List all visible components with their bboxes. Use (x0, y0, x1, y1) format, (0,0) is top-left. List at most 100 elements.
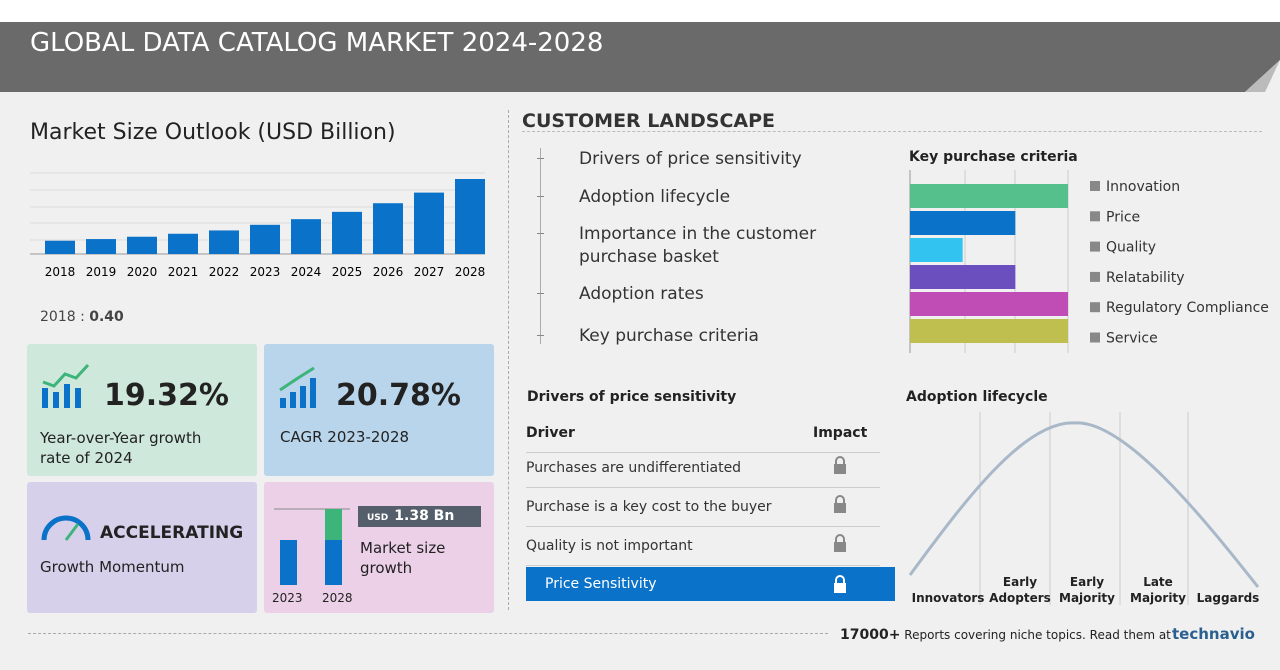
bullet (537, 293, 544, 294)
market-chart: 2018 2019 2020 2021 2022 2023 2024 2025 2026 2027… (30, 172, 486, 279)
growth-icon (274, 508, 350, 585)
x-tick-label: 2023 (250, 265, 281, 279)
bar (250, 224, 280, 254)
stage-label: Late Majority (1130, 575, 1186, 605)
bar (209, 230, 239, 254)
momentum-label: Growth Momentum (40, 558, 185, 576)
bar (910, 184, 1068, 208)
lock-shackle (835, 456, 845, 464)
landscape-item: Drivers of price sensitivity (579, 149, 802, 169)
bar (910, 265, 1016, 289)
growth-year: 2028 (322, 591, 353, 605)
cagr-label: CAGR 2023-2028 (280, 428, 410, 446)
stage-label: Laggards (1196, 591, 1260, 605)
legend-swatch (1090, 211, 1100, 222)
bar (910, 238, 963, 262)
page-curl (1245, 60, 1280, 92)
lock-icon (834, 575, 846, 593)
cagr-value: 20.78% (336, 378, 461, 413)
bullet (537, 335, 544, 336)
lock-icon (834, 456, 846, 474)
top-strip (0, 0, 1280, 22)
lock-shackle (835, 534, 845, 542)
stage-label: Early Adopters (989, 575, 1051, 605)
bar (86, 239, 116, 254)
footer-count: 17000+ (840, 627, 901, 643)
momentum-card (27, 482, 257, 613)
x-tick-label: 2022 (209, 265, 240, 279)
bar (45, 240, 75, 254)
header-cell: Driver (526, 425, 575, 441)
bullet (537, 196, 544, 197)
base-value: 0.40 (89, 309, 124, 325)
legend-swatch (1090, 181, 1100, 191)
brand: technavio (1172, 625, 1255, 643)
x-tick-label: 2020 (127, 265, 158, 279)
driver-row: Purchases are undifferentiated (526, 452, 880, 488)
legend-swatch (1090, 241, 1100, 252)
bar (910, 211, 1016, 235)
growth-currency: USD (367, 513, 389, 523)
x-tick-label: 2018 (45, 265, 76, 279)
landscape-item: Adoption rates (579, 284, 704, 304)
legend-label: Price (1106, 209, 1140, 225)
landscape-item: Importance in the customer purchase bask… (579, 224, 817, 267)
lock-body (834, 464, 846, 474)
base-label: 2018 : (40, 309, 85, 325)
bar (455, 179, 485, 254)
landscape-title: CUSTOMER LANDSCAPE (522, 110, 776, 132)
momentum-value: ACCELERATING (100, 523, 244, 543)
bar (414, 192, 444, 254)
lock-body (834, 503, 846, 513)
adoption-title: Adoption lifecycle (906, 389, 1048, 405)
drivers-header: Driver Impact (526, 414, 880, 453)
cagr-card (264, 344, 494, 476)
bar (910, 319, 1068, 343)
bar (332, 211, 362, 254)
lock-shackle (835, 495, 845, 503)
bar (910, 292, 1068, 316)
footer-text: Reports covering niche topics. Read them… (904, 628, 1171, 642)
growth-label: Market size growth (360, 539, 446, 577)
lock-icon (834, 495, 846, 513)
driver-row: Purchase is a key cost to the buyer (526, 491, 880, 527)
bullet (537, 158, 544, 159)
driver-row: Quality is not important (526, 530, 880, 566)
drivers-title: Drivers of price sensitivity (527, 389, 737, 405)
legend-swatch (1090, 271, 1100, 282)
list-line (540, 148, 541, 344)
kpc-title: Key purchase criteria (909, 149, 1078, 165)
legend-label: Relatability (1106, 270, 1185, 286)
legend-swatch (1090, 332, 1100, 343)
x-tick-label: 2019 (86, 265, 117, 279)
x-tick-label: 2021 (168, 265, 199, 279)
x-tick-label: 2024 (291, 265, 322, 279)
page-title: GLOBAL DATA CATALOG MARKET 2024-2028 (30, 28, 604, 58)
x-tick-label: 2028 (455, 265, 486, 279)
legend-label: Quality (1106, 240, 1156, 256)
chart-title: Market Size Outlook (USD Billion) (30, 120, 396, 145)
growth-year: 2023 (272, 591, 303, 605)
header-band (0, 22, 1280, 92)
divider (522, 131, 1262, 132)
lock-body (834, 542, 846, 552)
adoption-diagram (908, 412, 1260, 605)
legend-label: Innovation (1106, 179, 1180, 195)
bar (373, 203, 403, 254)
growth-value: 1.38 Bn (394, 508, 455, 524)
header-cell: Impact (813, 425, 868, 441)
landscape-item: Key purchase criteria (579, 326, 759, 346)
divider (508, 110, 510, 610)
highlight-row (526, 567, 895, 601)
yoy-icon (42, 363, 90, 408)
legend-label: Service (1106, 331, 1158, 347)
legend-label: Regulatory Compliance (1106, 300, 1269, 316)
x-tick-label: 2027 (414, 265, 445, 279)
x-tick-label: 2026 (373, 265, 404, 279)
yoy-label: Year-over-Year growth rate of 2024 (40, 429, 202, 467)
momentum-icon (41, 515, 91, 541)
kpc-chart: Innovation Price Quality Relatability Regula… (909, 170, 1269, 353)
cagr-icon (279, 366, 316, 408)
bullet (537, 233, 544, 234)
